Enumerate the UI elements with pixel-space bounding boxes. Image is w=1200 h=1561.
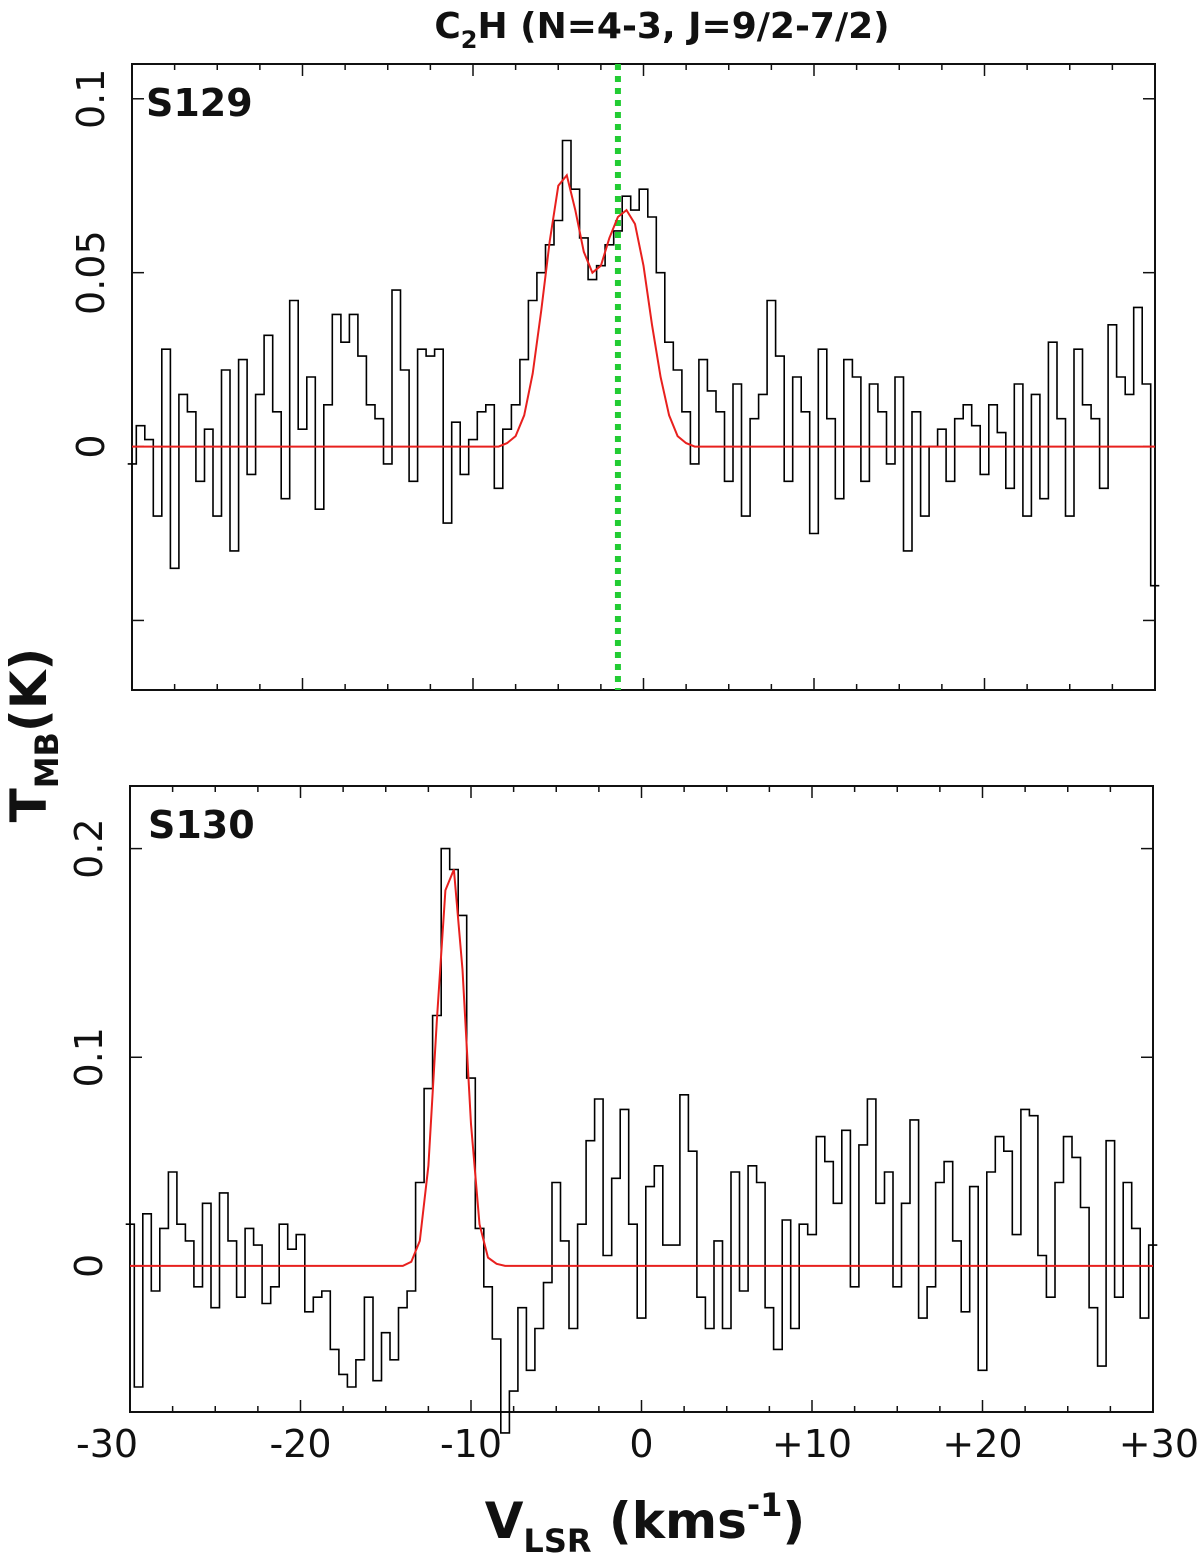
y-axis-label: TMB(K)	[0, 648, 66, 823]
xlabel-superscript: -1	[747, 1486, 783, 1524]
x-tick-labels: -30 -20 -10 0 +10 +20 +30	[76, 1422, 1199, 1466]
y-tick-label-s129: 0.05	[69, 230, 113, 315]
x-tick-label: +20	[942, 1422, 1022, 1466]
y-tick-label-s130: 0.2	[67, 818, 111, 878]
x-tick-label: -20	[269, 1422, 331, 1466]
xlabel-rest: (kms	[592, 1492, 747, 1550]
series-s129	[127, 139, 1160, 587]
y-tick-label-s130: 0.1	[67, 1027, 111, 1087]
ticks-s129	[131, 64, 1156, 690]
y-tick-label-s130: 0	[67, 1254, 111, 1278]
xlabel-close: )	[782, 1492, 805, 1550]
title-main: C	[434, 6, 460, 47]
gaussian-fit-line-s130	[130, 869, 1153, 1267]
spectrum-line-s129	[127, 139, 1160, 587]
panel-s129: 0 0.05 0.1 S129	[69, 63, 1160, 691]
ylabel-main: T	[0, 788, 58, 822]
panel-label-s130: S130	[148, 803, 255, 847]
x-tick-label: +30	[1119, 1422, 1199, 1466]
x-tick-label: 0	[629, 1422, 653, 1466]
xlabel-main: V	[485, 1492, 524, 1550]
xlabel-subscript: LSR	[523, 1522, 591, 1560]
plot-frame-s129	[131, 63, 1156, 691]
y-tick-labels-s130: 0 0.1 0.2	[67, 818, 111, 1278]
x-tick-label: +10	[772, 1422, 852, 1466]
title-rest: H (N=4-3, J=9/2-7/2)	[478, 6, 890, 47]
y-tick-labels-s129: 0 0.05 0.1	[69, 69, 113, 459]
panel-s130: 0 0.1 0.2 S130	[67, 785, 1158, 1434]
x-tick-label: -10	[440, 1422, 502, 1466]
y-tick-label-s129: 0.1	[69, 69, 113, 129]
ylabel-subscript: MB	[28, 732, 66, 788]
figure-title: C2H (N=4-3, J=9/2-7/2)	[434, 6, 889, 54]
panel-label-s129: S129	[146, 81, 253, 125]
ticks-s130	[129, 786, 1154, 1412]
y-tick-label-s129: 0	[69, 434, 113, 458]
ylabel-rest: (K)	[0, 648, 58, 732]
gaussian-fit-line-s129	[132, 173, 1155, 448]
title-subscript: 2	[461, 26, 478, 54]
x-axis-label: VLSR (kms-1)	[485, 1486, 806, 1560]
spectrum-line-s130	[125, 847, 1158, 1434]
x-tick-label: -30	[76, 1422, 138, 1466]
series-s130	[125, 847, 1158, 1434]
